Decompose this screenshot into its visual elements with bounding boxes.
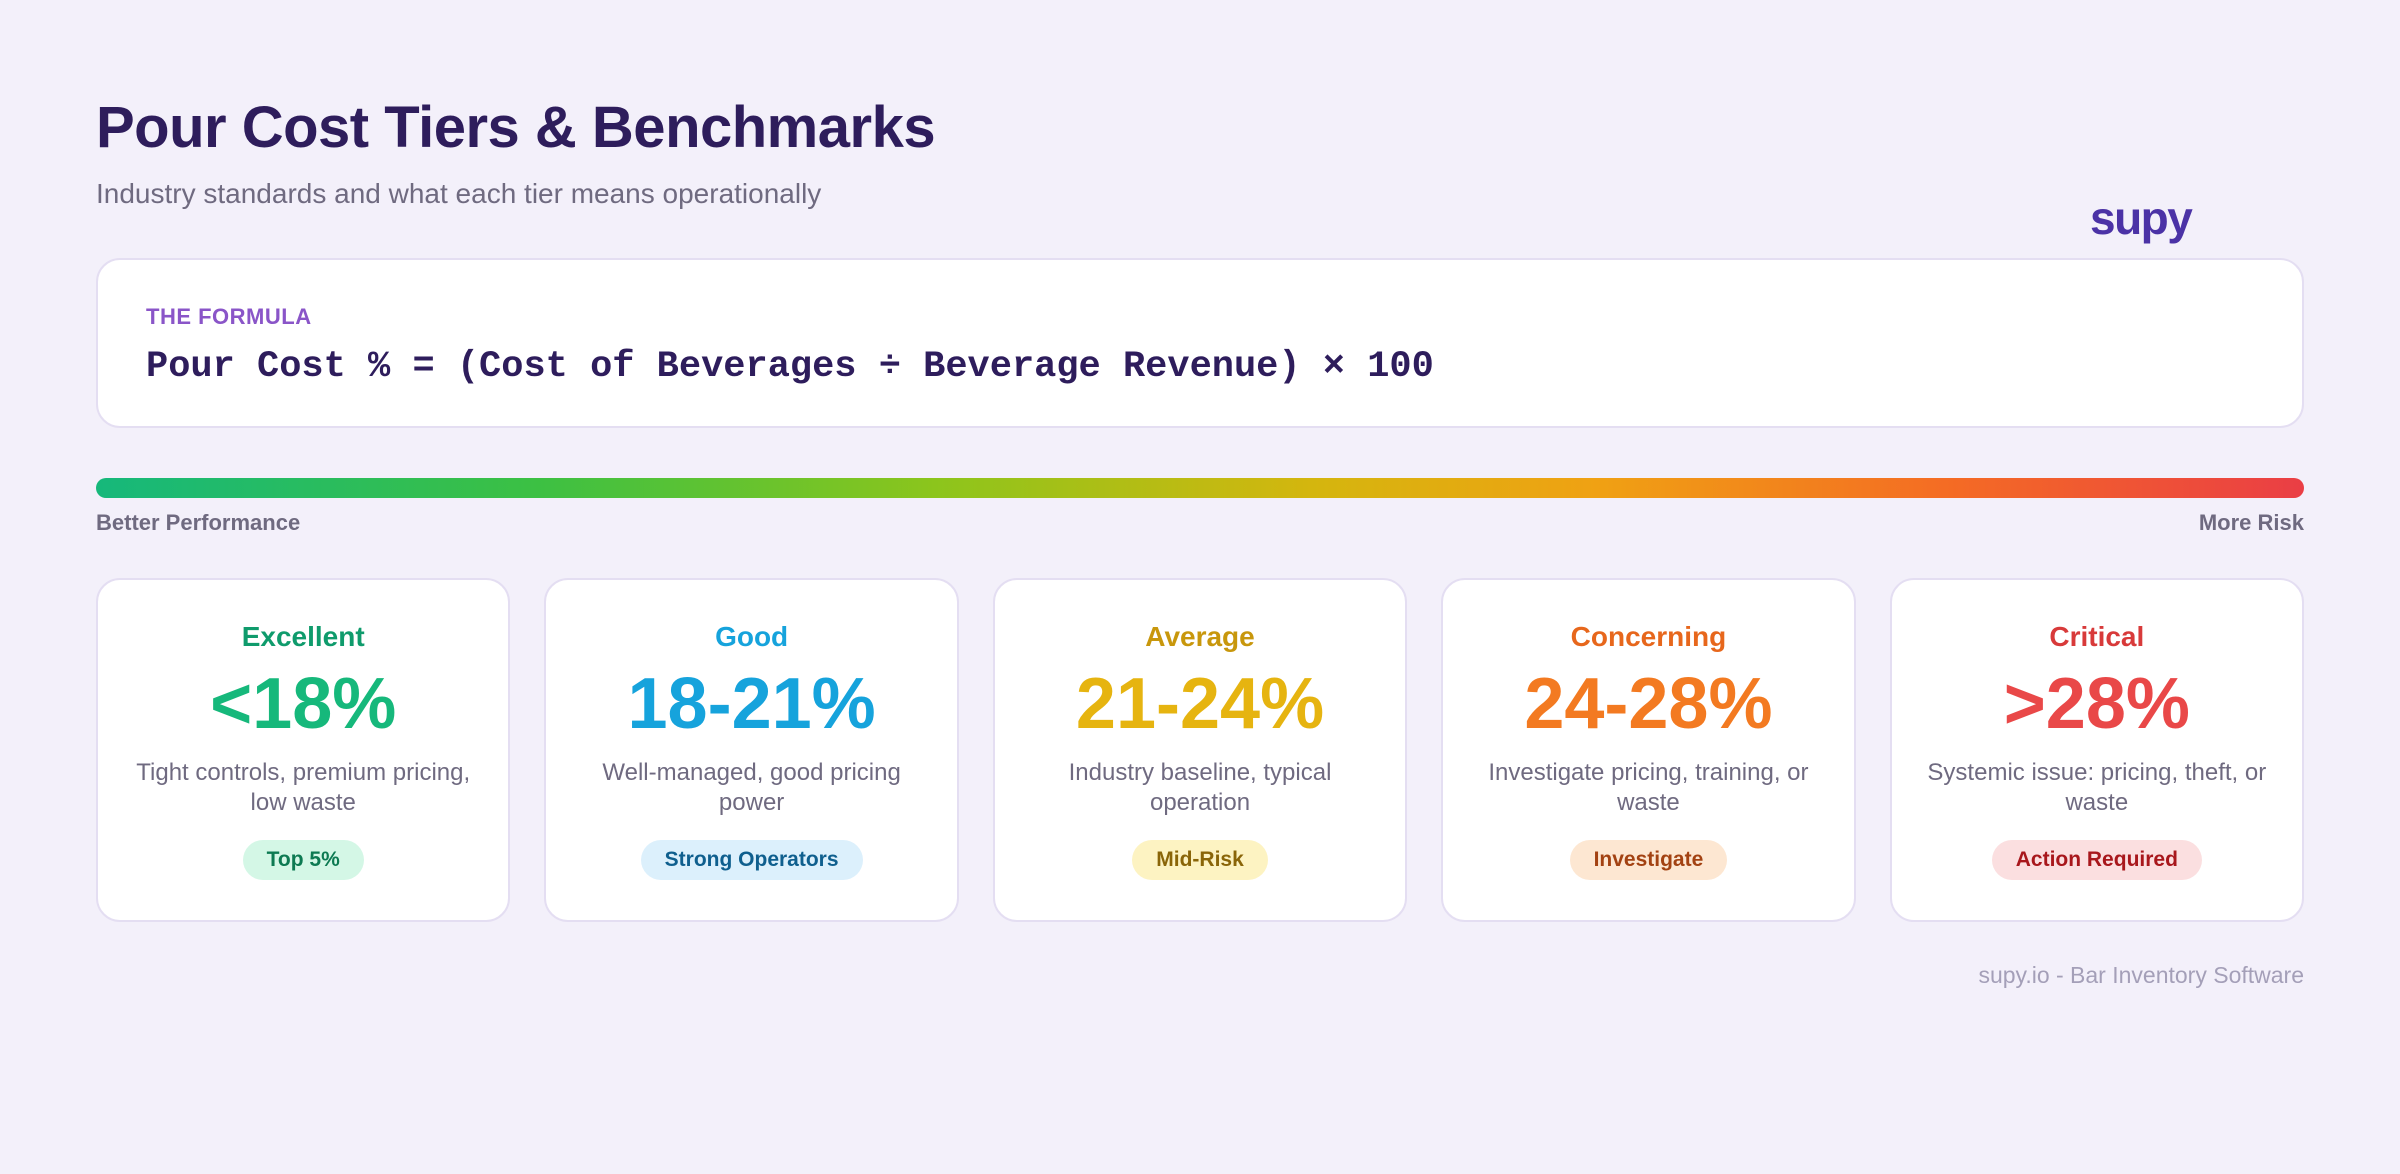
tier-description: Well-managed, good pricing power [602, 759, 901, 816]
page-subtitle: Industry standards and what each tier me… [96, 178, 822, 209]
tier-description: Tight controls, premium pricing, low was… [136, 759, 471, 816]
tier-name: Concerning [1570, 621, 1727, 652]
scale-label-risk: More Risk [2198, 510, 2304, 535]
tier-name: Critical [2049, 621, 2145, 652]
tier-badge: Top 5% [242, 840, 364, 880]
tier-value: 21-24% [1075, 664, 1325, 744]
tier-badge: Mid-Risk [1132, 840, 1268, 880]
tier-cards: Excellent <18% Tight controls, premium p… [96, 578, 2305, 922]
tier-card-average: Average 21-24% Industry baseline, typica… [992, 578, 1408, 922]
performance-gradient-bar [96, 478, 2304, 498]
tier-name: Average [1145, 621, 1255, 652]
tier-description: Industry baseline, typical operation [1068, 759, 1332, 816]
scale-label-better: Better Performance [96, 510, 301, 535]
tier-value: 24-28% [1524, 664, 1773, 744]
header: Pour Cost Tiers & Benchmarks Industry st… [96, 92, 936, 212]
formula-card: THE FORMULA Pour Cost % = (Cost of Bever… [96, 258, 2304, 428]
tier-value: <18% [210, 664, 397, 744]
tier-name: Good [715, 621, 789, 652]
tier-badge: Action Required [1991, 840, 2202, 880]
tier-value: 18-21% [627, 664, 876, 744]
page-title: Pour Cost Tiers & Benchmarks [96, 95, 936, 160]
footer-credit: supy.io - Bar Inventory Software [1978, 962, 2304, 988]
supy-logo: supy [2090, 192, 2193, 244]
tier-badge: Investigate [1569, 840, 1728, 880]
formula-text: Pour Cost % = (Cost of Beverages ÷ Bever… [146, 346, 1434, 388]
tier-card-critical: Critical >28% Systemic issue: pricing, t… [1889, 578, 2305, 922]
tier-card-excellent: Excellent <18% Tight controls, premium p… [96, 578, 511, 922]
tier-card-concerning: Concerning 24-28% Investigate pricing, t… [1441, 578, 1856, 922]
tier-description: Investigate pricing, training, or waste [1488, 759, 1809, 816]
tier-value: >28% [2003, 664, 2190, 744]
tier-badge: Strong Operators [640, 840, 863, 880]
tier-name: Excellent [241, 621, 365, 652]
tier-description: Systemic issue: pricing, theft, or waste [1927, 759, 2267, 816]
formula-label: THE FORMULA [146, 304, 312, 329]
tier-card-good: Good 18-21% Well-managed, good pricing p… [544, 578, 959, 922]
